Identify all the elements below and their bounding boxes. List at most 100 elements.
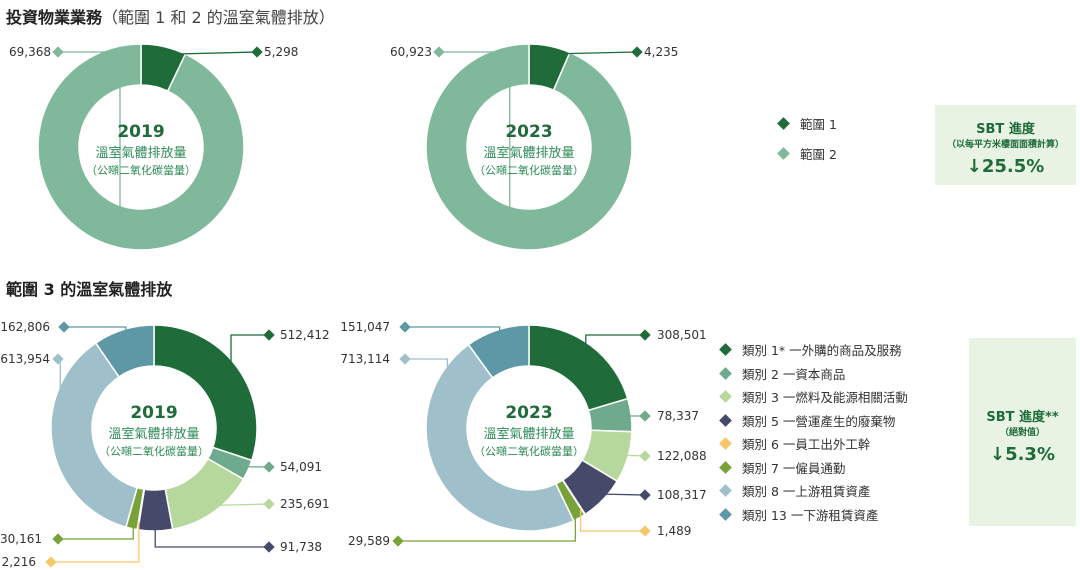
data-label: 29,589 xyxy=(348,534,390,548)
donut-slice xyxy=(425,343,575,532)
data-label: 60,923 xyxy=(390,45,432,59)
center-year: 2023 xyxy=(505,403,552,423)
diamond-marker xyxy=(433,46,445,58)
scope12-title-main: 投資物業業務 xyxy=(6,8,103,27)
diamond-icon xyxy=(719,460,732,474)
data-label: 30,161 xyxy=(0,532,42,546)
callout-line xyxy=(154,522,269,548)
scope12-title-sub: （範圍 1 和 2 的溫室氣體排放） xyxy=(102,8,335,27)
donut-chart-scope3-2019: 512,412 54,091 235,691 91,738 2,216 30,161 613… xyxy=(0,320,330,569)
legend-label: 範圍 2 xyxy=(800,146,837,162)
donut-slice xyxy=(153,324,258,462)
callout-line xyxy=(585,334,645,352)
donut-slice xyxy=(425,43,633,251)
callout-line xyxy=(597,493,646,496)
data-label: 308,501 xyxy=(657,328,707,342)
data-label: 122,088 xyxy=(657,449,707,463)
callout-line xyxy=(398,510,577,542)
data-label: 613,954 xyxy=(0,352,50,366)
data-label: 108,317 xyxy=(657,488,707,502)
diamond-marker xyxy=(639,410,651,422)
legend-label: 類別 6 一員工出外工幹 xyxy=(742,437,871,453)
sbt-subtitle: （絕對值） xyxy=(999,428,1045,438)
diamond-marker xyxy=(45,556,57,568)
sbt-subtitle: （以每平方米樓面面積計算） xyxy=(946,140,1064,150)
donut-slice xyxy=(37,43,245,251)
donut-chart-scope3-2023: 308,501 78,337 122,088 108,317 1,489 29,589 71… xyxy=(340,320,707,548)
scope3-title: 範圍 3 的溫室氣體排放 xyxy=(6,280,173,299)
center-year: 2019 xyxy=(117,122,164,142)
sbt-title: SBT 進度 xyxy=(976,122,1035,137)
legend-item-scope1: 範圍 1 xyxy=(776,108,837,138)
diamond-icon xyxy=(719,413,732,427)
center-unit: （公噸二氧化碳當量） xyxy=(99,444,209,458)
legend-item-cat6: 類別 6 一員工出外工幹 xyxy=(718,432,908,456)
sbt-value: ↓25.5% xyxy=(966,156,1045,177)
legend-item-cat7: 類別 7 一僱員通勤 xyxy=(718,456,908,480)
legend-scope12: 範圍 1 範圍 2 xyxy=(776,108,837,168)
center-year: 2019 xyxy=(130,403,177,423)
data-label: 1,489 xyxy=(657,524,691,538)
callout-line xyxy=(64,326,127,338)
donut-slice xyxy=(528,324,629,412)
scope12-title: 投資物業業務（範圍 1 和 2 的溫室氣體排放） xyxy=(6,4,335,28)
center-caption: 溫室氣體排放量 xyxy=(108,426,199,442)
diamond-icon xyxy=(777,146,790,160)
diamond-marker xyxy=(263,541,275,553)
data-label: 5,298 xyxy=(264,45,298,59)
callout-line xyxy=(405,326,501,338)
callout-line xyxy=(548,51,638,55)
donut-slice xyxy=(467,324,530,379)
callout-line xyxy=(58,51,121,240)
data-label: 235,691 xyxy=(280,497,330,511)
legend-label: 類別 7 一僱員通勤 xyxy=(742,460,846,476)
diamond-marker xyxy=(263,498,275,510)
legend-item-cat5: 類別 5 一營運產生的廢棄物 xyxy=(718,409,908,433)
diamond-marker xyxy=(399,321,411,333)
callout-line xyxy=(405,358,449,477)
sbt-progress-scope12: SBT 進度 （以每平方米樓面面積計算） ↓25.5% xyxy=(935,105,1076,185)
legend-label: 類別 2 一資本商品 xyxy=(742,366,846,382)
donut-chart-scope12-2019: 5,298 69,368 2019 溫室氣體排放量 （公噸二氧化碳當量） xyxy=(9,43,298,251)
diamond-marker xyxy=(631,46,643,58)
diamond-icon xyxy=(719,507,732,521)
diamond-icon xyxy=(719,343,732,357)
legend-item-cat1: 類別 1* 一外購的商品及服務 xyxy=(718,338,908,362)
callout-line xyxy=(230,334,269,373)
diamond-icon xyxy=(719,437,732,451)
sbt-value: ↓5.3% xyxy=(989,444,1055,465)
diamond-icon xyxy=(719,366,732,380)
sbt-progress-scope3: SBT 進度** （絕對值） ↓5.3% xyxy=(969,338,1076,526)
callout-line xyxy=(58,520,134,540)
legend-item-cat13: 類別 13 一下游租賃資產 xyxy=(718,503,908,527)
diamond-marker xyxy=(639,329,651,341)
center-caption: 溫室氣體排放量 xyxy=(483,145,574,161)
center-caption: 溫室氣體排放量 xyxy=(483,426,574,442)
legend-label: 類別 13 一下游租賃資產 xyxy=(742,507,879,523)
sbt-title: SBT 進度** xyxy=(986,410,1059,425)
diamond-marker xyxy=(639,450,651,462)
diamond-marker xyxy=(52,353,64,365)
diamond-marker xyxy=(251,46,263,58)
donut-slice xyxy=(94,324,155,378)
diamond-marker xyxy=(392,535,404,547)
data-label: 78,337 xyxy=(657,409,699,423)
center-unit: （公噸二氧化碳當量） xyxy=(474,444,584,458)
center-unit: （公噸二氧化碳當量） xyxy=(474,163,584,177)
legend-label: 類別 5 一營運產生的廢棄物 xyxy=(742,413,896,429)
diamond-marker xyxy=(263,461,275,473)
legend-item-scope2: 範圍 2 xyxy=(776,138,837,168)
callout-line xyxy=(208,503,270,507)
callout-line xyxy=(439,51,511,241)
legend-label: 類別 1* 一外購的商品及服務 xyxy=(742,343,902,359)
diamond-marker xyxy=(639,489,651,501)
legend-item-cat2: 類別 2 一資本商品 xyxy=(718,362,908,386)
diamond-icon xyxy=(777,116,790,130)
legend-item-cat3: 類別 3 一燃料及能源相關活動 xyxy=(718,385,908,409)
data-label: 512,412 xyxy=(280,328,330,342)
diamond-marker xyxy=(263,329,275,341)
legend-label: 類別 8 一上游租賃資產 xyxy=(742,484,871,500)
diamond-marker xyxy=(639,525,651,537)
center-caption: 溫室氣體排放量 xyxy=(95,145,186,161)
data-label: 69,368 xyxy=(9,45,51,59)
